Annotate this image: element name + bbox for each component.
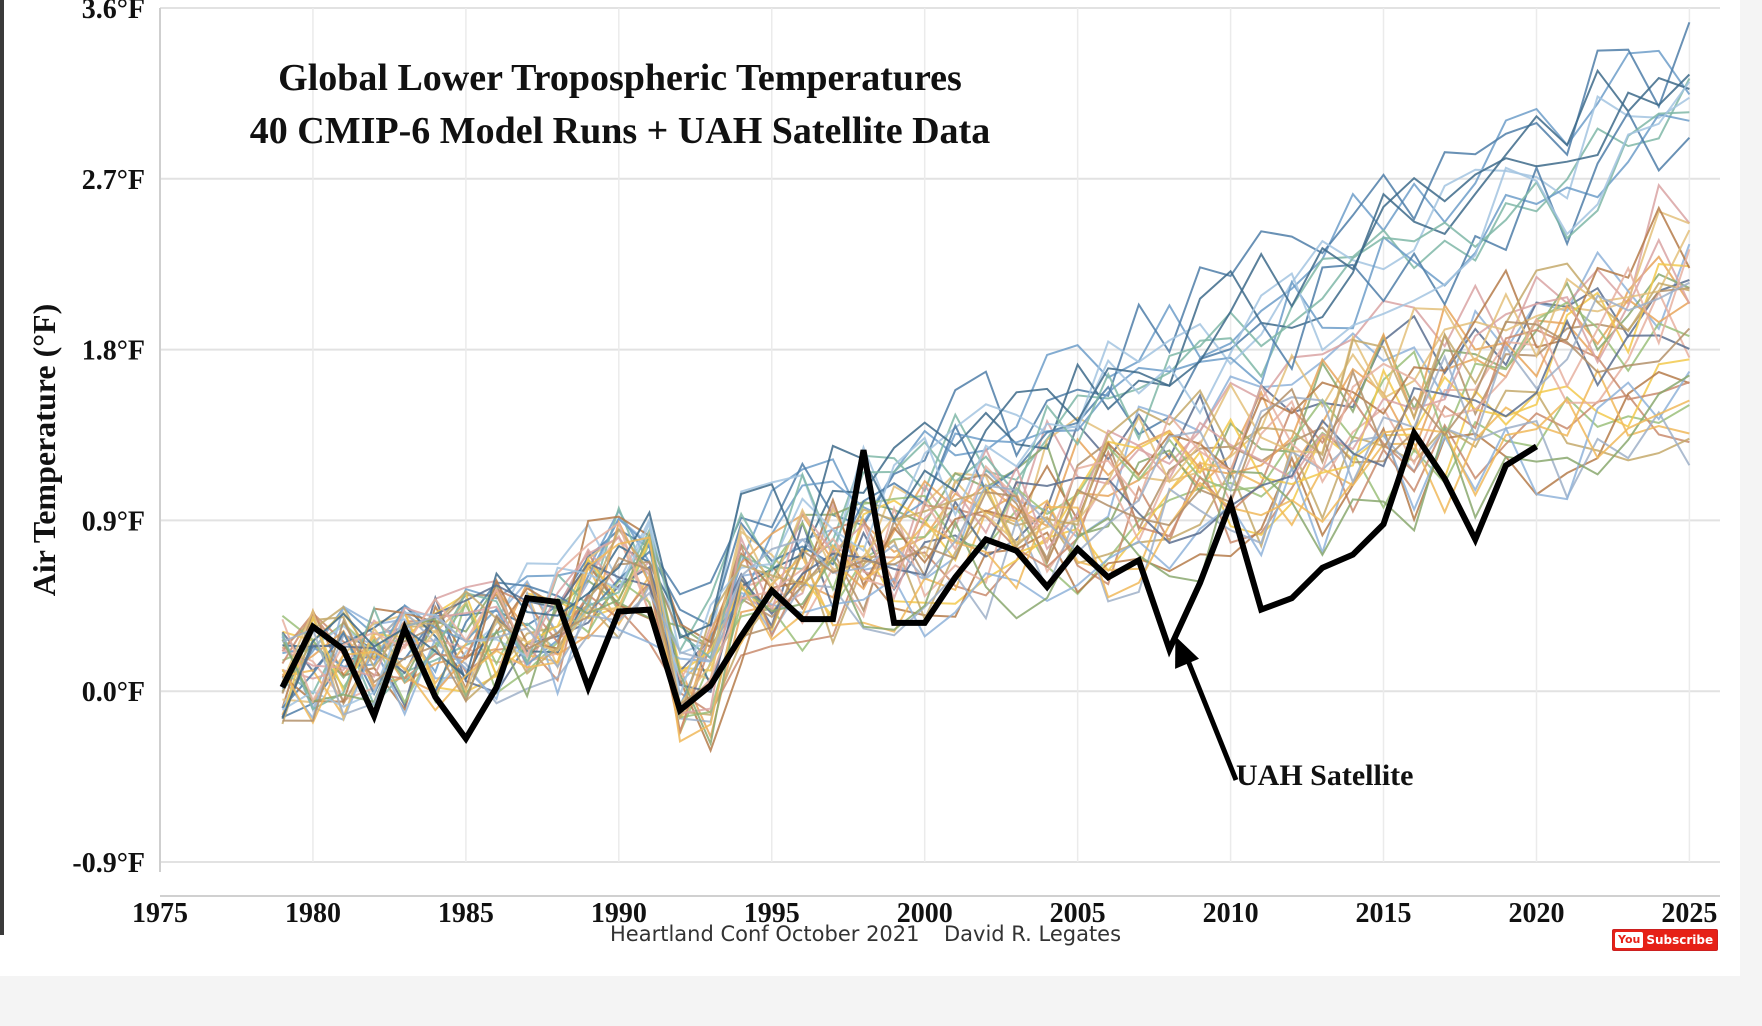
y-tick-label: 2.7°F [82,165,145,196]
axis-ticks: -0.9°F 0.0°F 0.9°F 1.8°F 2.7°F 3.6°F 1975 1980 1… [72,0,1717,929]
subscribe-label: Subscribe [1646,933,1714,947]
model-run-line [281,81,1691,711]
x-tick-label: 1990 [591,898,647,929]
x-tick-label: 2015 [1356,898,1412,929]
x-tick-label: 2010 [1203,898,1259,929]
uah-satellite-line [279,426,1539,745]
credit-event: Heartland Conf October 2021 [610,922,920,946]
uah-series-group [279,426,1539,745]
subscribe-button[interactable]: You Subscribe [1612,929,1719,951]
model-run-line [281,278,1690,709]
model-run-line [281,255,1691,740]
credit-author: David R. Legates [944,922,1121,946]
chart-title-line-2: 40 CMIP-6 Model Runs + UAH Satellite Dat… [250,110,990,152]
x-tick-label: 1995 [744,898,800,929]
x-tick-label: 2025 [1661,898,1717,929]
x-tick-label: 2005 [1050,898,1106,929]
model-run-line [281,374,1690,747]
y-tick-label: -0.9°F [72,848,145,879]
model-run-line [281,248,1691,716]
model-run-line [281,318,1690,718]
model-run-line [281,73,1691,720]
x-tick-label: 2020 [1508,898,1564,929]
annotation-arrow-head [1175,636,1199,669]
model-run-line [281,397,1690,743]
y-tick-label: 0.0°F [82,677,145,708]
x-tick-label: 2000 [897,898,953,929]
model-run-line [281,111,1690,711]
x-tick-label: 1975 [132,898,188,929]
model-run-line [281,410,1691,723]
x-tick-label: 1985 [438,898,494,929]
model-run-line [281,95,1690,709]
y-axis-label: Air Temperature (°F) [26,304,62,596]
uah-annotation-label: UAH Satellite [1236,759,1413,792]
y-tick-label: 1.8°F [82,336,145,367]
youtube-icon: You [1615,932,1644,948]
y-tick-label: 3.6°F [82,0,145,25]
y-tick-label: 0.9°F [82,506,145,537]
x-tick-label: 1980 [285,898,341,929]
temperature-chart: -0.9°F 0.0°F 0.9°F 1.8°F 2.7°F 3.6°F 1975 1980 1… [26,0,1720,946]
model-run-line [282,320,1691,722]
slide-frame: -0.9°F 0.0°F 0.9°F 1.8°F 2.7°F 3.6°F 1975 1980 1… [0,0,1740,976]
left-border [0,0,4,935]
chart-title-line-1: Global Lower Tropospheric Temperatures [278,57,962,99]
annotation-arrow-group [1175,636,1239,781]
annotation-arrow-line [1183,653,1239,781]
